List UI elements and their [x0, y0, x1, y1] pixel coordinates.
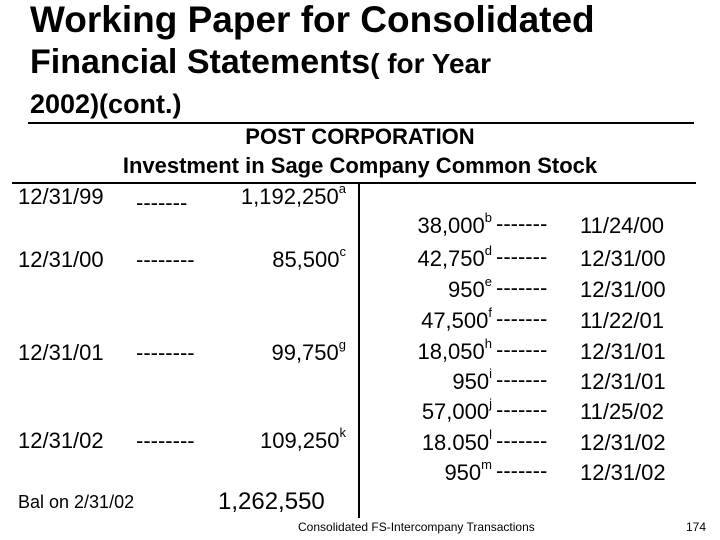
debit-date: 12/31/02	[18, 428, 104, 453]
credit-dashes: -------	[496, 367, 548, 392]
credit-dashes: -------	[496, 275, 548, 300]
balance-amount: 1,262,550	[218, 488, 325, 515]
footnote-ref: g	[338, 337, 346, 352]
slide-title-line-1: Working Paper for Consolidated	[30, 0, 595, 40]
credit-date: 12/31/01	[580, 339, 666, 364]
debit-dashes: --------	[136, 340, 195, 365]
debit-amount: 85,500c	[272, 244, 347, 272]
footnote-ref: h	[484, 336, 492, 351]
footnote-ref: j	[489, 396, 492, 411]
balance-label: Bal on 2/31/02	[18, 492, 135, 512]
footnote-ref: l	[489, 427, 492, 442]
credit-date: 12/31/00	[580, 246, 666, 271]
footnote-ref: c	[339, 244, 347, 259]
footnote-ref: m	[481, 457, 492, 472]
t-account-vertical-line	[358, 182, 360, 518]
debit-amount: 109,250k	[259, 425, 347, 453]
credit-dashes: -------	[496, 428, 548, 453]
credit-dashes: -------	[496, 306, 548, 331]
footnote-ref: k	[339, 425, 347, 440]
credit-amount: 18,050h	[417, 336, 492, 364]
credit-date: 12/31/02	[580, 460, 666, 485]
debit-dashes: -------	[136, 190, 188, 215]
page-number: 174	[686, 520, 707, 534]
credit-amount: 18.050l	[421, 427, 492, 455]
credit-amount: 950m	[444, 457, 492, 485]
footnote-ref: a	[338, 181, 346, 196]
slide-footer: Consolidated FS-Intercompany Transaction…	[298, 520, 535, 534]
credit-dashes: -------	[496, 397, 548, 422]
footnote-ref: f	[488, 305, 492, 320]
footnote-ref: d	[484, 243, 492, 258]
credit-dashes: -------	[496, 337, 548, 362]
account-name: Investment in Sage Company Common Stock	[122, 153, 598, 178]
credit-amount: 38,000b	[417, 210, 492, 238]
credit-dashes: -------	[496, 244, 548, 269]
credit-amount: 47,500f	[421, 305, 492, 333]
credit-date: 12/31/02	[580, 430, 666, 455]
footnote-ref: e	[484, 274, 492, 289]
credit-date: 11/22/01	[580, 308, 665, 333]
credit-dashes: -------	[496, 458, 548, 483]
debit-date: 12/31/00	[18, 247, 104, 272]
debit-date: 12/31/01	[18, 340, 104, 365]
slide-title-line-3: 2002)(cont.)	[30, 89, 182, 119]
slide-title-main: Financial Statements	[30, 43, 371, 81]
debit-dashes: --------	[136, 428, 195, 453]
credit-amount: 950e	[448, 274, 492, 302]
credit-amount: 57,000j	[421, 396, 492, 424]
title-divider	[28, 122, 694, 124]
footnote-ref: i	[489, 366, 492, 381]
footnote-ref: b	[484, 210, 492, 225]
credit-date: 12/31/01	[580, 369, 666, 394]
credit-date: 11/24/00	[580, 213, 665, 238]
credit-date: 12/31/00	[580, 277, 666, 302]
debit-dashes: --------	[136, 247, 195, 272]
credit-amount: 950i	[452, 366, 492, 394]
debit-amount: 99,750g	[271, 337, 346, 365]
credit-date: 11/25/02	[580, 399, 665, 424]
slide-title-tail: ( for Year	[370, 48, 491, 79]
debit-amount: 1,192,250a	[240, 181, 346, 209]
debit-date: 12/31/99	[18, 184, 104, 209]
credit-dashes: -------	[496, 211, 548, 236]
t-account-horizontal-line	[12, 182, 696, 184]
company-name: POST CORPORATION	[245, 124, 475, 149]
credit-amount: 42,750d	[417, 243, 492, 271]
slide-title-line-2: Financial Statements( for Year	[30, 42, 491, 84]
